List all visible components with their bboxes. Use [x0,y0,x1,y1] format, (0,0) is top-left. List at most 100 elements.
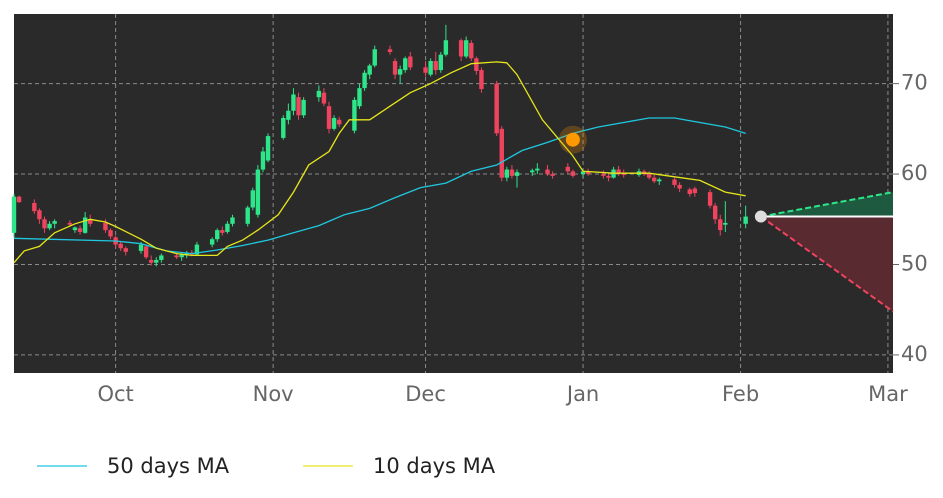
candle-body [458,40,464,57]
candle-body [580,171,586,175]
candle-body [250,190,256,208]
candle-body [321,92,327,104]
candle-body [672,179,677,185]
plot-area [14,14,893,373]
candle-body [123,248,128,252]
candle-body [42,219,47,229]
candle-body [367,65,372,75]
candle-body [387,49,393,52]
candle-body [108,230,113,237]
candle-body [47,223,52,229]
candle-body [52,221,57,224]
candle-body [245,207,250,224]
candle-body [438,54,443,71]
candle-body [265,136,271,161]
candle-body [357,88,362,107]
candle-body [215,230,220,240]
candle-body [336,119,342,125]
candle-body [291,94,296,111]
candle-body [32,202,37,212]
ma-line [13,61,746,264]
candle-body [474,58,479,71]
x-tick-label: Feb [722,382,759,406]
candle-body [712,205,718,220]
candle-body [651,177,657,182]
candle-body [464,40,469,57]
candle-body [67,222,73,225]
candle-body [362,72,367,89]
candle-body [499,128,504,178]
candle-body [352,99,357,131]
candle-body [423,67,428,73]
candle-body [174,255,179,258]
candle-body [570,171,576,176]
candle-body [209,239,215,245]
candle-body [301,99,306,116]
candle-body [82,217,88,233]
candle-body [657,179,662,182]
candle-body [479,70,484,90]
candle-body [550,174,555,176]
candle-body [535,168,540,171]
candle-body [326,106,332,129]
forecast-lower [760,215,894,313]
candle-body [723,222,728,225]
candle-body [88,219,93,224]
candle-body [331,117,337,129]
candle-body [260,151,266,170]
candle-body [255,169,261,215]
forecast-upper [760,191,894,218]
candle-body [677,184,682,189]
candle-body [118,243,123,249]
candle-body [616,169,621,174]
y-tick-label: 50 [901,251,928,275]
candle-body [646,174,652,178]
legend-label: 10 days MA [373,454,496,478]
candle-body [601,174,606,176]
forecast-start [754,210,767,223]
candle-body [372,49,377,66]
candle-body [225,223,230,232]
candle-body [77,228,83,232]
candle-body [621,173,626,175]
candle-body [504,169,510,178]
candle-body [469,42,474,59]
candle-body [16,196,22,203]
candle-body [316,90,322,98]
candle-body [408,56,413,68]
candle-body [565,166,571,172]
candle-body [692,188,698,194]
candle-body [530,170,535,173]
candle-body [514,172,520,176]
candle-body [11,196,17,233]
candle-body [509,169,515,176]
candle-body [397,69,403,75]
candle-body [707,192,713,206]
x-tick-label: Mar [868,382,908,406]
candle-body [286,110,291,120]
candle-body [159,255,164,260]
candle-body [687,189,692,194]
candle-body [230,217,235,224]
candle-body [103,222,108,231]
candle-body [743,216,748,224]
x-tick-label: Dec [405,382,446,406]
x-tick-label: Nov [253,382,294,406]
candle-body [281,117,286,138]
candle-body [494,83,499,134]
candle-body [296,97,301,116]
candle-body [179,254,184,258]
candle-body [443,40,449,55]
ma-line [13,117,746,255]
x-tick-label: Jan [565,382,599,406]
candle-body [585,171,591,175]
candle-body [392,61,398,75]
candle-body [143,246,149,258]
candle-body [37,210,42,220]
candle-body [154,259,159,263]
candle-body [403,58,408,71]
candle-body [220,230,225,233]
candle-body [428,61,433,75]
candle-body [545,169,550,175]
legend-label: 50 days MA [107,454,230,478]
